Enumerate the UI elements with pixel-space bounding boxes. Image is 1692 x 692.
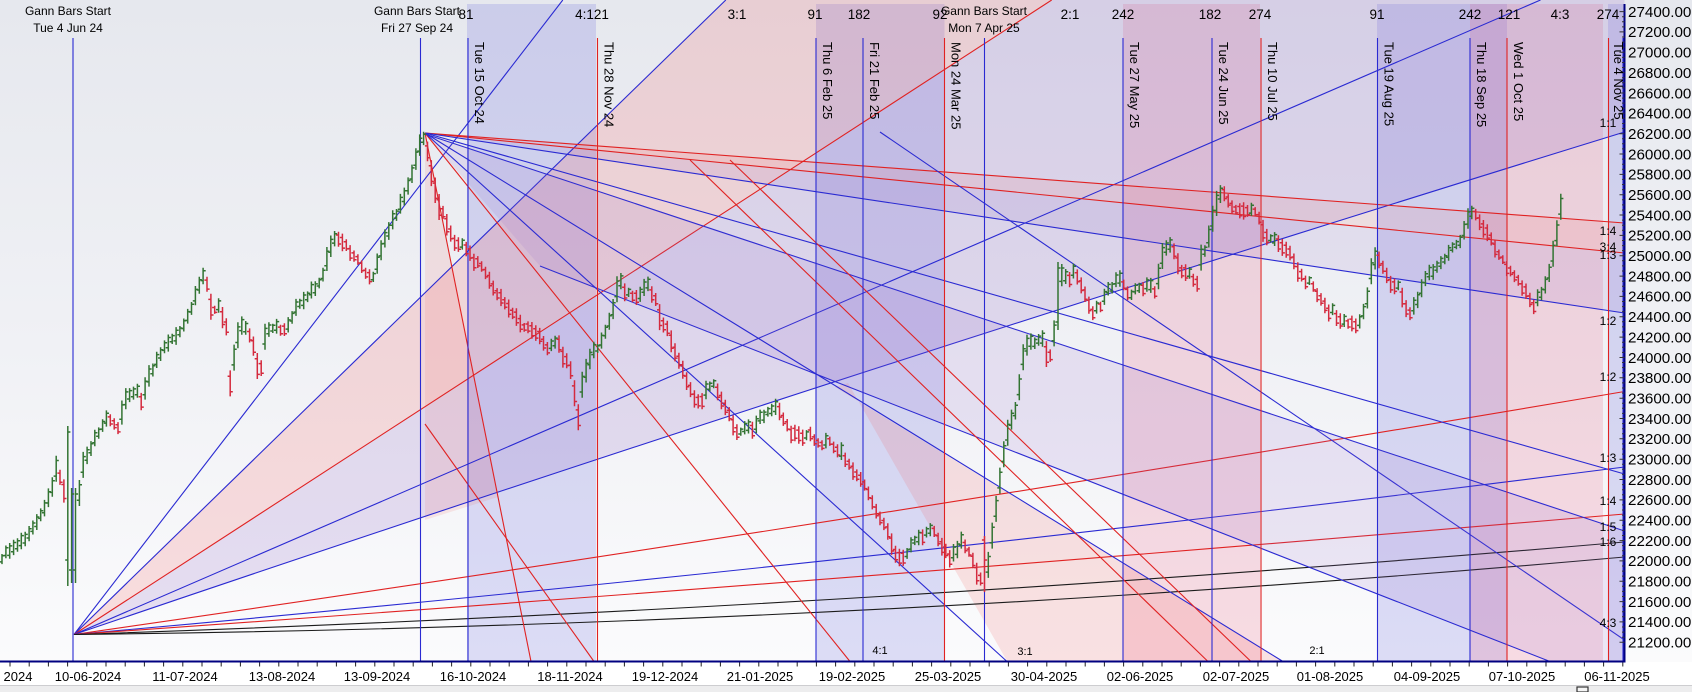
svg-text:Thu 6 Feb 25: Thu 6 Feb 25 [820, 42, 835, 119]
svg-text:25600.00: 25600.00 [1628, 187, 1691, 204]
svg-text:Thu 10 Jul 25: Thu 10 Jul 25 [1265, 42, 1280, 121]
svg-text:16-10-2024: 16-10-2024 [440, 669, 507, 684]
svg-text:3:1: 3:1 [728, 7, 747, 22]
svg-text:1:4: 1:4 [1600, 494, 1617, 508]
svg-text:1:1: 1:1 [1600, 116, 1617, 130]
svg-text:274: 274 [1597, 7, 1620, 22]
svg-text:10-06-2024: 10-06-2024 [55, 669, 122, 684]
svg-text:24400.00: 24400.00 [1628, 309, 1691, 326]
svg-text:25800.00: 25800.00 [1628, 167, 1691, 184]
svg-text:4:1: 4:1 [872, 645, 887, 657]
svg-text:26600.00: 26600.00 [1628, 85, 1691, 102]
svg-text:2:1: 2:1 [1309, 645, 1324, 657]
svg-text:27200.00: 27200.00 [1628, 24, 1691, 41]
svg-text:182: 182 [848, 7, 871, 22]
svg-text:22600.00: 22600.00 [1628, 492, 1691, 509]
svg-text:1:3: 1:3 [1600, 451, 1617, 465]
svg-text:26400.00: 26400.00 [1628, 106, 1691, 123]
svg-text:92: 92 [932, 7, 947, 22]
svg-text:02-07-2025: 02-07-2025 [1203, 669, 1270, 684]
svg-text:Tue 19 Aug 25: Tue 19 Aug 25 [1382, 42, 1397, 126]
svg-text:4:121: 4:121 [575, 7, 609, 22]
svg-text:13-09-2024: 13-09-2024 [344, 669, 411, 684]
svg-text:1:6: 1:6 [1600, 535, 1617, 549]
svg-text:21-01-2025: 21-01-2025 [727, 669, 794, 684]
svg-text:04-09-2025: 04-09-2025 [1394, 669, 1461, 684]
svg-text:18-11-2024: 18-11-2024 [537, 669, 603, 684]
svg-text:Tue 4 Nov 25: Tue 4 Nov 25 [1611, 42, 1626, 120]
svg-text:06-11-2025: 06-11-2025 [1584, 669, 1650, 684]
svg-text:4:3: 4:3 [1600, 616, 1617, 630]
svg-text:4:3: 4:3 [1551, 7, 1570, 22]
svg-text:23800.00: 23800.00 [1628, 370, 1691, 387]
svg-text:274: 274 [1249, 7, 1272, 22]
svg-text:Wed 1 Oct 25: Wed 1 Oct 25 [1511, 42, 1526, 121]
svg-text:Fri 27 Sep 24: Fri 27 Sep 24 [381, 21, 453, 35]
svg-text:24000.00: 24000.00 [1628, 350, 1691, 367]
svg-text:Tue 15 Oct 24: Tue 15 Oct 24 [472, 42, 487, 124]
svg-text:23200.00: 23200.00 [1628, 431, 1691, 448]
svg-text:30-04-2025: 30-04-2025 [1011, 669, 1078, 684]
svg-text:1:2: 1:2 [1600, 370, 1617, 384]
svg-text:1:2: 1:2 [1600, 314, 1617, 328]
svg-text:Gann Bars Start: Gann Bars Start [941, 4, 1028, 18]
svg-text:1:3: 1:3 [1600, 248, 1617, 262]
svg-text:21800.00: 21800.00 [1628, 574, 1691, 591]
svg-text:182: 182 [1199, 7, 1222, 22]
svg-text:24600.00: 24600.00 [1628, 289, 1691, 306]
svg-text:01-08-2025: 01-08-2025 [1297, 669, 1364, 684]
svg-text:91: 91 [1369, 7, 1384, 22]
svg-text:Fri 21 Feb 25: Fri 21 Feb 25 [867, 42, 882, 119]
svg-text:22800.00: 22800.00 [1628, 472, 1691, 489]
svg-text:26200.00: 26200.00 [1628, 126, 1691, 143]
svg-text:19-12-2024: 19-12-2024 [632, 669, 699, 684]
svg-text:81: 81 [458, 7, 473, 22]
svg-text:2024: 2024 [4, 669, 33, 684]
svg-text:Thu 18 Sep 25: Thu 18 Sep 25 [1474, 42, 1489, 127]
svg-text:24800.00: 24800.00 [1628, 268, 1691, 285]
svg-text:242: 242 [1112, 7, 1135, 22]
svg-text:1:5: 1:5 [1600, 520, 1617, 534]
svg-text:11-07-2024: 11-07-2024 [152, 669, 218, 684]
svg-text:91: 91 [807, 7, 822, 22]
svg-text:Thu 28 Nov 24: Thu 28 Nov 24 [602, 42, 617, 127]
svg-text:25200.00: 25200.00 [1628, 228, 1691, 245]
svg-text:3:4: 3:4 [1600, 240, 1617, 254]
svg-text:3:1: 3:1 [1017, 646, 1032, 658]
svg-text:22200.00: 22200.00 [1628, 533, 1691, 550]
svg-text:23600.00: 23600.00 [1628, 391, 1691, 408]
svg-text:121: 121 [1498, 7, 1521, 22]
svg-text:Tue 4 Jun 24: Tue 4 Jun 24 [33, 21, 103, 35]
svg-text:21600.00: 21600.00 [1628, 594, 1691, 611]
svg-text:27400.00: 27400.00 [1628, 4, 1691, 21]
svg-text:27000.00: 27000.00 [1628, 45, 1691, 62]
svg-text:25-03-2025: 25-03-2025 [915, 669, 982, 684]
svg-text:25400.00: 25400.00 [1628, 207, 1691, 224]
svg-text:Tue 27 May 25: Tue 27 May 25 [1127, 42, 1142, 128]
svg-text:02-06-2025: 02-06-2025 [1107, 669, 1174, 684]
svg-text:22000.00: 22000.00 [1628, 553, 1691, 570]
svg-text:Tue 24 Jun 25: Tue 24 Jun 25 [1216, 42, 1231, 125]
svg-text:26800.00: 26800.00 [1628, 65, 1691, 82]
svg-text:26000.00: 26000.00 [1628, 146, 1691, 163]
svg-text:1:4: 1:4 [1600, 224, 1617, 238]
svg-text:19-02-2025: 19-02-2025 [819, 669, 886, 684]
svg-text:25000.00: 25000.00 [1628, 248, 1691, 265]
svg-text:2:1: 2:1 [1061, 7, 1080, 22]
svg-text:13-08-2024: 13-08-2024 [249, 669, 316, 684]
svg-text:Gann Bars Start: Gann Bars Start [25, 4, 112, 18]
svg-text:21200.00: 21200.00 [1628, 635, 1691, 652]
svg-text:Gann Bars Start: Gann Bars Start [374, 4, 461, 18]
svg-text:24200.00: 24200.00 [1628, 329, 1691, 346]
svg-text:07-10-2025: 07-10-2025 [1489, 669, 1556, 684]
svg-text:23000.00: 23000.00 [1628, 452, 1691, 469]
svg-text:Mon 7 Apr 25: Mon 7 Apr 25 [948, 21, 1020, 35]
svg-text:Mon 24 Mar 25: Mon 24 Mar 25 [949, 42, 964, 129]
svg-text:22400.00: 22400.00 [1628, 513, 1691, 530]
svg-text:242: 242 [1459, 7, 1482, 22]
svg-text:23400.00: 23400.00 [1628, 411, 1691, 428]
svg-text:21400.00: 21400.00 [1628, 614, 1691, 631]
